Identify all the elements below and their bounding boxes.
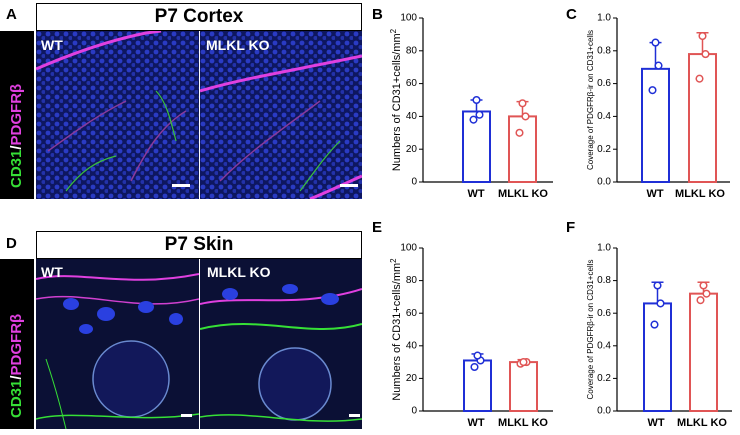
y-tick-label-e: 80 xyxy=(406,275,418,286)
data-point-b-0 xyxy=(469,115,478,124)
data-point-c-0 xyxy=(654,61,663,70)
y-axis-label-sup-b: 2 xyxy=(389,28,398,33)
y-tick-label-b: 80 xyxy=(406,45,418,56)
data-point-c-1 xyxy=(698,31,707,41)
cortex-ko-image xyxy=(200,31,362,199)
data-point-f-1 xyxy=(699,281,708,290)
y-tick-label-c: 0.4 xyxy=(597,111,611,122)
y-tick-label-f: 0.4 xyxy=(597,340,611,351)
data-point-f-1 xyxy=(702,289,711,298)
y-axis-label-e: Numbers of CD31+cells/mm2 xyxy=(389,258,404,401)
y-tick-label-f: 0.6 xyxy=(597,308,611,319)
category-label-b-0: WT xyxy=(467,188,484,200)
skin-side-label-box xyxy=(0,259,34,429)
category-label-c-0: WT xyxy=(646,188,663,200)
y-tick-label-c: 0.2 xyxy=(597,144,611,155)
cortex-wt-label: WT xyxy=(41,37,63,53)
data-point-f-0 xyxy=(653,281,662,290)
panel-letter-b: B xyxy=(372,6,383,23)
data-point-c-0 xyxy=(648,86,657,95)
skin-ko-scalebar xyxy=(349,414,360,417)
skin-ko-image xyxy=(200,259,362,429)
y-tick-label-b: 0 xyxy=(411,177,417,188)
panel-a-title: P7 Cortex xyxy=(36,3,362,31)
y-tick-label-f: 0.2 xyxy=(597,373,611,384)
panel-letter-d: D xyxy=(6,235,17,252)
data-point-e-0 xyxy=(470,362,479,372)
data-point-f-0 xyxy=(650,320,659,329)
data-point-b-1 xyxy=(518,99,527,108)
category-label-f-1: MLKL KO xyxy=(677,417,727,429)
y-tick-label-b: 60 xyxy=(406,78,418,89)
y-tick-label-b: 20 xyxy=(406,144,418,155)
data-point-b-0 xyxy=(475,110,484,119)
y-tick-label-b: 40 xyxy=(406,111,418,122)
y-axis-label-sup-e: 2 xyxy=(389,258,398,263)
y-axis-label-b: Numbers of CD31+cells/mm2 xyxy=(389,28,404,171)
data-point-b-0 xyxy=(472,95,481,105)
bar-f-1 xyxy=(689,292,718,413)
panel-letter-f: F xyxy=(566,219,575,236)
y-tick-label-f: 0.8 xyxy=(597,275,611,286)
data-point-c-1 xyxy=(701,50,710,59)
y-axis-label-c: Coverage of PDGFRβ-ir on CD31+cells xyxy=(586,30,595,170)
cortex-wt-image xyxy=(36,31,199,199)
bar-e-1 xyxy=(509,361,538,413)
y-tick-label-f: 1.0 xyxy=(597,243,611,254)
data-point-e-0 xyxy=(473,351,482,360)
bar-f-0 xyxy=(643,302,672,413)
cortex-ko-scalebar xyxy=(340,184,358,187)
bar-c-1 xyxy=(688,53,717,183)
category-label-b-1: MLKL KO xyxy=(498,188,548,200)
cortex-wt-scalebar xyxy=(172,184,190,187)
y-axis-label-f: Coverage of PDGFRβ-ir on CD31+cells xyxy=(586,260,595,400)
y-tick-label-e: 20 xyxy=(406,373,418,384)
category-label-f-0: WT xyxy=(647,417,664,429)
category-label-e-1: MLKL KO xyxy=(498,417,548,429)
data-point-b-1 xyxy=(515,128,524,137)
data-point-c-1 xyxy=(695,74,704,83)
bar-b-1 xyxy=(508,115,537,183)
bar-b-0 xyxy=(462,110,491,183)
y-tick-label-c: 1.0 xyxy=(597,13,611,24)
y-tick-label-e: 60 xyxy=(406,308,418,319)
y-tick-label-e: 100 xyxy=(400,243,417,254)
y-tick-label-c: 0.6 xyxy=(597,78,611,89)
data-point-f-1 xyxy=(696,296,705,305)
cortex-side-label-box xyxy=(0,31,34,199)
y-tick-label-c: 0.8 xyxy=(597,45,611,56)
category-label-c-1: MLKL KO xyxy=(675,188,725,200)
data-point-c-0 xyxy=(651,38,660,47)
y-tick-label-f: 0.0 xyxy=(597,406,611,417)
data-point-f-0 xyxy=(656,299,665,308)
y-tick-label-e: 0 xyxy=(411,406,417,417)
panel-letter-c: C xyxy=(566,6,577,23)
panel-d-title: P7 Skin xyxy=(36,231,362,259)
data-point-b-1 xyxy=(521,112,530,121)
y-tick-label-b: 100 xyxy=(400,13,417,24)
skin-ko-label: MLKL KO xyxy=(207,264,271,280)
skin-wt-image xyxy=(36,259,199,429)
skin-wt-label: WT xyxy=(41,264,63,280)
skin-wt-scalebar xyxy=(181,414,192,417)
panel-letter-a: A xyxy=(6,6,17,23)
data-point-e-1 xyxy=(519,358,528,367)
bar-c-0 xyxy=(641,67,670,183)
cortex-ko-label: MLKL KO xyxy=(206,37,270,53)
panel-letter-e: E xyxy=(372,219,382,236)
category-label-e-0: WT xyxy=(467,417,484,429)
y-tick-label-c: 0.0 xyxy=(597,177,611,188)
y-tick-label-e: 40 xyxy=(406,340,418,351)
